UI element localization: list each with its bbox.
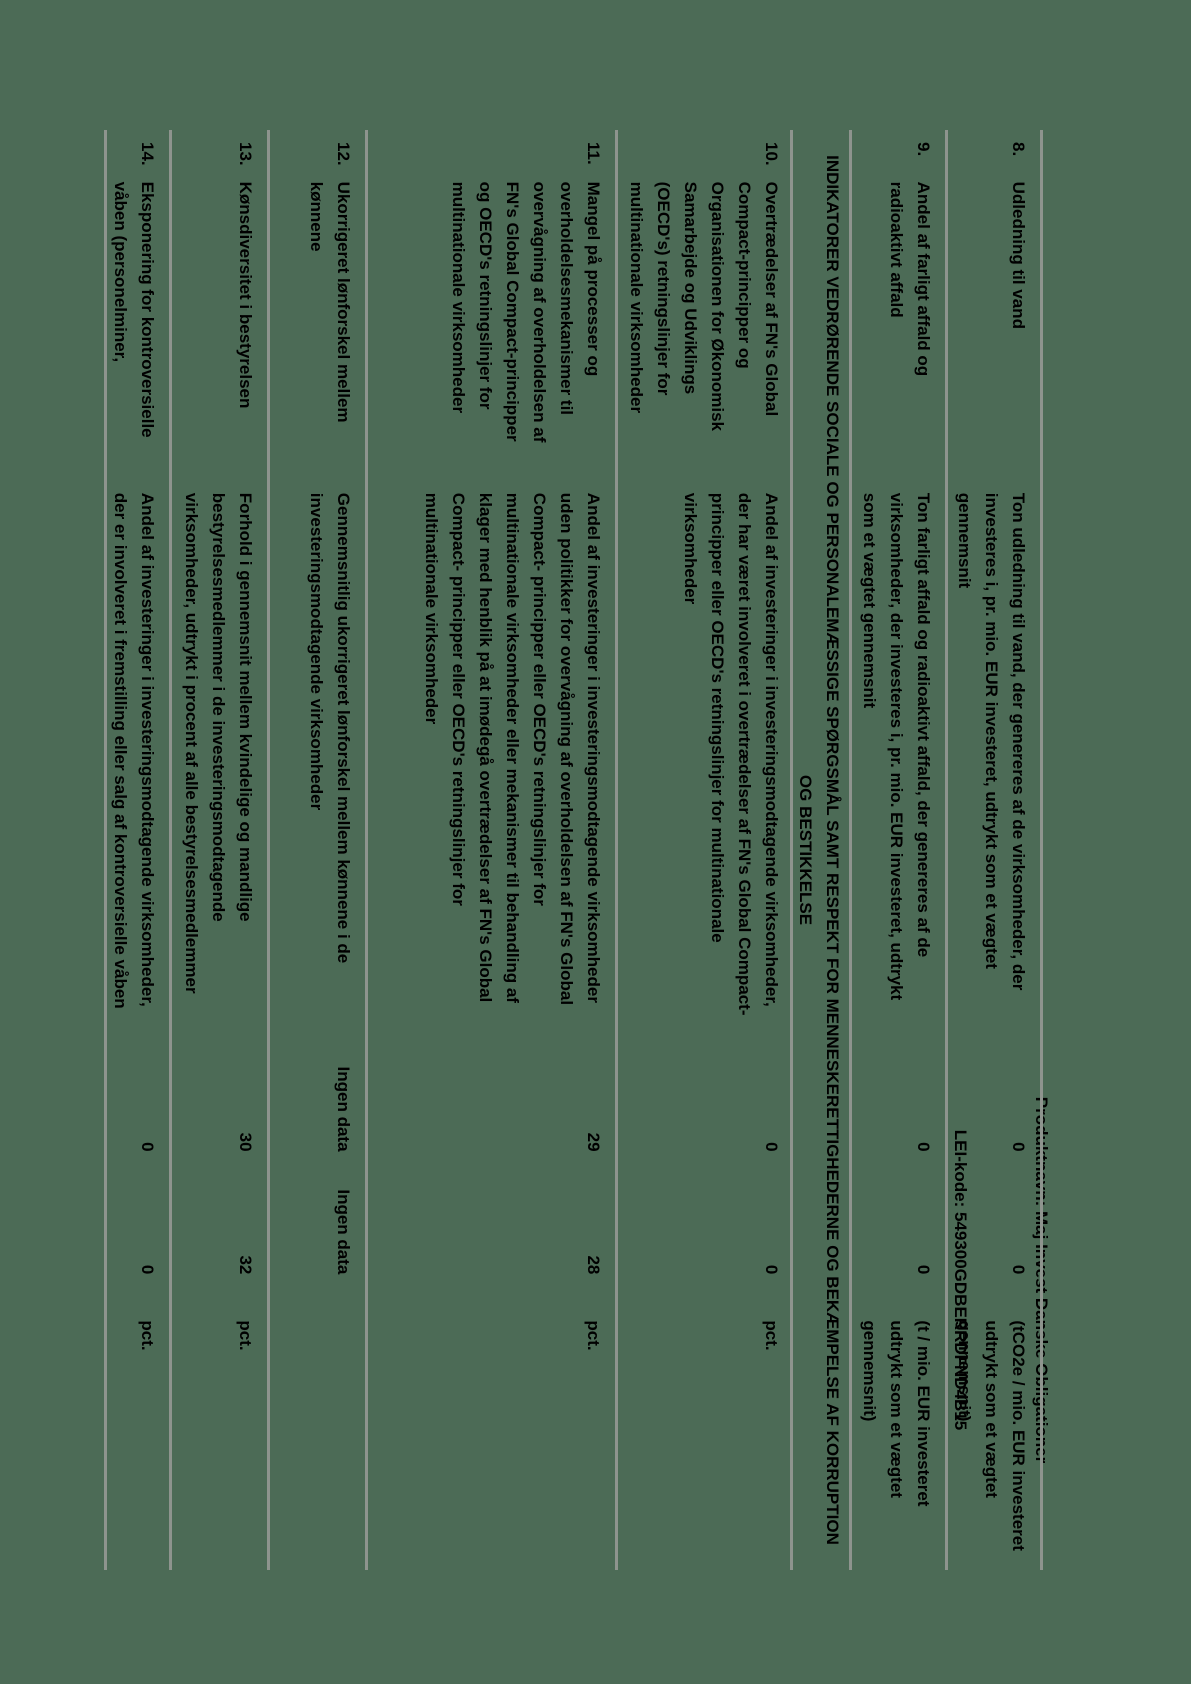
row-number: 11. — [584, 142, 603, 165]
row-description: Andel af investeringer i investeringsmod… — [111, 492, 157, 1009]
row-unit: pct. — [138, 1320, 157, 1351]
row-label: Overtrædelser af FN's Global Compact-pri… — [627, 181, 781, 431]
row-value-2: 0 — [138, 1264, 157, 1275]
row-value-1: 0 — [138, 1142, 157, 1152]
table-row-indicator-12: 12. Ukorrigeret lønforskel mellem kønnen… — [270, 130, 368, 1570]
row-number: 10. — [762, 142, 781, 166]
row-number: 13. — [236, 142, 255, 166]
row-label: Mangel på processer og overholdelsesmeka… — [449, 181, 603, 443]
row-description: Gennemsnitlig ukorrigeret lønforskel mel… — [307, 492, 353, 964]
row-number: 9. — [914, 142, 933, 157]
row-description: Ton udledning til vand, der genereres af… — [955, 492, 1028, 991]
pai-indicator-table: 8. Udledning til vand Ton udledning til … — [104, 130, 1043, 1570]
row-value-1: Ingen data — [334, 1066, 353, 1152]
table-row-indicator-8: 8. Udledning til vand Ton udledning til … — [948, 130, 1043, 1570]
row-value-2: Ingen data — [334, 1189, 353, 1275]
row-label: Eksponering for kontroversielle våben (p… — [111, 181, 157, 438]
table-row-indicator-10: 10. Overtrædelser af FN's Global Compact… — [618, 130, 793, 1570]
row-value-2: 0 — [914, 1264, 933, 1275]
row-unit: pct. — [236, 1320, 255, 1351]
row-value-1: 29 — [584, 1132, 603, 1152]
table-row-indicator-13: 13. Kønsdiversitet i bestyrelsen Forhold… — [172, 130, 270, 1570]
row-number: 8. — [1009, 142, 1028, 157]
section-header: INDIKATORER VEDRØRENDE SOCIALE OG PERSON… — [793, 130, 852, 1570]
row-description: Forhold i gennemsnit mellem kvindelige o… — [182, 492, 255, 994]
row-value-1: 30 — [236, 1132, 255, 1152]
row-number: 12. — [334, 142, 353, 166]
row-value-2: 32 — [236, 1255, 255, 1275]
row-description: Ton farligt affald og radioaktivt affald… — [860, 492, 933, 1001]
row-unit: (t / mio. EUR investeret udtrykt som et … — [860, 1320, 933, 1507]
row-value-1: 0 — [1009, 1142, 1028, 1152]
row-description: Andel af investeringer i investeringsmod… — [422, 492, 603, 1006]
table-row-indicator-9: 9. Andel af farligt affald og radioaktiv… — [852, 130, 948, 1570]
row-number: 14. — [138, 142, 157, 166]
row-unit: pct. — [584, 1320, 603, 1351]
table-row-indicator-11: 11. Mangel på processer og overholdelses… — [368, 130, 618, 1570]
table-row-indicator-14: 14. Eksponering for kontroversielle våbe… — [104, 130, 172, 1570]
row-value-1: 0 — [762, 1142, 781, 1152]
row-label: Ukorrigeret lønforskel mellem kønnene — [307, 181, 353, 423]
row-value-2: 28 — [584, 1255, 603, 1275]
row-label: Udledning til vand — [1009, 181, 1028, 329]
row-label: Kønsdiversitet i bestyrelsen — [236, 181, 255, 409]
row-value-2: 0 — [1009, 1264, 1028, 1275]
row-value-1: 0 — [914, 1142, 933, 1152]
row-value-2: 0 — [762, 1264, 781, 1275]
row-description: Andel af investeringer i investeringsmod… — [681, 492, 781, 1016]
row-label: Andel af farligt affald og radioaktivt a… — [887, 181, 933, 377]
row-unit: (tCO2e / mio. EUR investeret udtrykt som… — [955, 1320, 1028, 1551]
row-unit: pct. — [762, 1320, 781, 1351]
